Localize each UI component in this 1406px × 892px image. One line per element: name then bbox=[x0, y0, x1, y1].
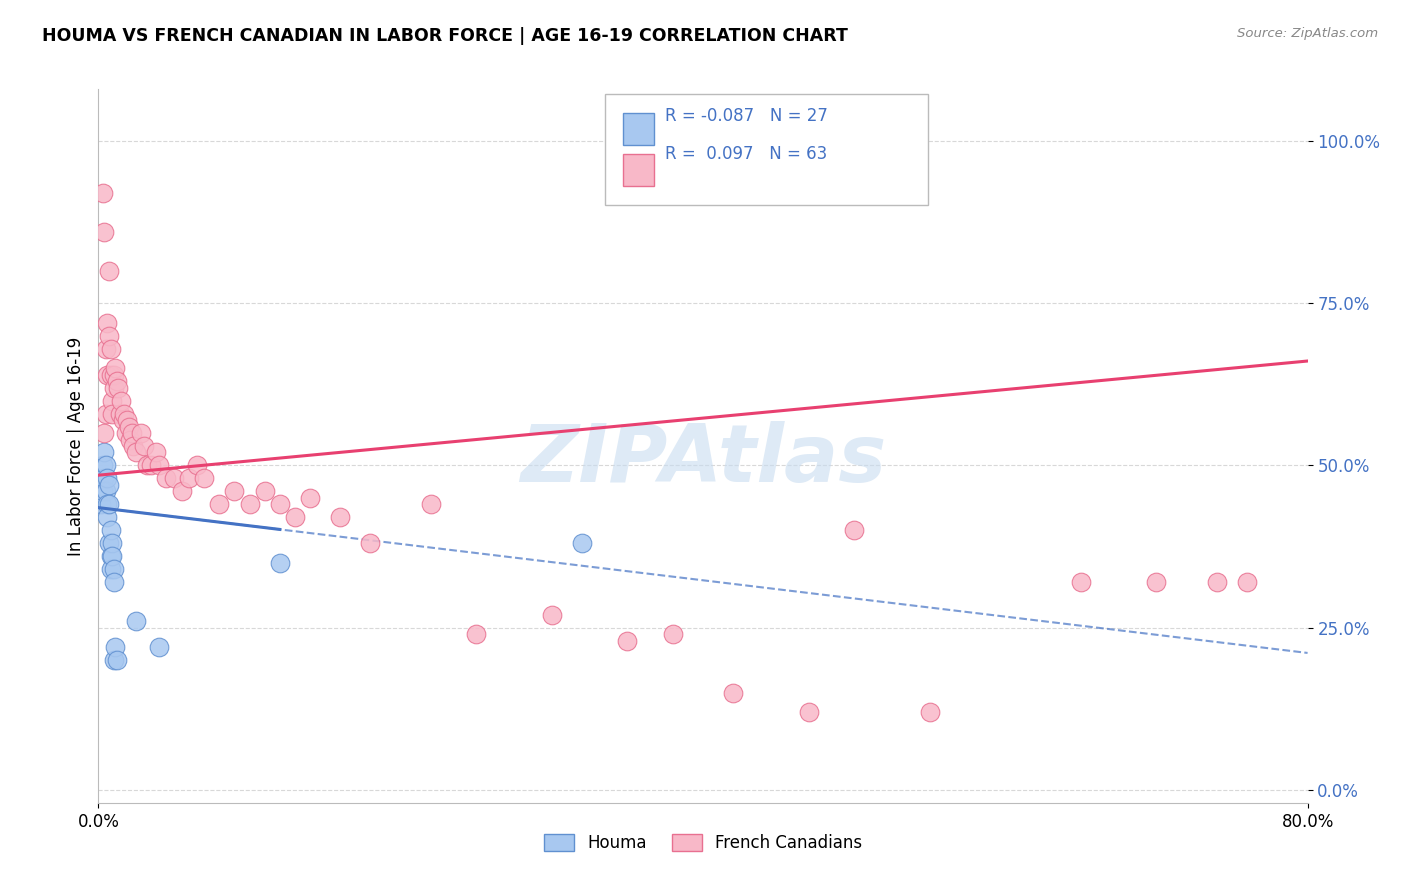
Point bbox=[844, 524, 866, 538]
Point bbox=[329, 510, 352, 524]
Point bbox=[299, 491, 322, 505]
Point bbox=[186, 458, 208, 473]
Point bbox=[114, 425, 136, 440]
Point bbox=[101, 393, 124, 408]
Point bbox=[1206, 575, 1229, 590]
Point bbox=[91, 458, 114, 473]
Point bbox=[135, 458, 157, 473]
Point bbox=[269, 497, 291, 511]
Point bbox=[112, 407, 135, 421]
Point bbox=[170, 484, 193, 499]
Point bbox=[108, 407, 131, 421]
Point bbox=[239, 497, 262, 511]
Point bbox=[100, 368, 122, 382]
Point bbox=[100, 524, 122, 538]
Point bbox=[105, 374, 128, 388]
Point bbox=[91, 186, 114, 200]
Point bbox=[723, 685, 745, 699]
Point bbox=[104, 640, 127, 654]
Point bbox=[918, 705, 941, 719]
Point bbox=[94, 342, 117, 356]
Point bbox=[132, 439, 155, 453]
Point bbox=[118, 419, 141, 434]
Point bbox=[94, 407, 117, 421]
Point bbox=[98, 328, 121, 343]
Point bbox=[129, 425, 152, 440]
Text: R = -0.087   N = 27: R = -0.087 N = 27 bbox=[665, 107, 828, 125]
Point bbox=[179, 471, 201, 485]
Point bbox=[1144, 575, 1167, 590]
Point bbox=[96, 316, 118, 330]
Point bbox=[101, 536, 124, 550]
Point bbox=[540, 607, 562, 622]
Point bbox=[101, 549, 124, 564]
Point bbox=[1070, 575, 1092, 590]
Point bbox=[125, 445, 148, 459]
Point bbox=[93, 425, 115, 440]
Point bbox=[115, 413, 138, 427]
Point bbox=[253, 484, 276, 499]
Point bbox=[360, 536, 382, 550]
Point bbox=[661, 627, 683, 641]
Point bbox=[284, 510, 307, 524]
Point bbox=[100, 549, 122, 564]
Text: ZIPAtlas: ZIPAtlas bbox=[520, 421, 886, 500]
Point bbox=[94, 484, 117, 499]
Text: Source: ZipAtlas.com: Source: ZipAtlas.com bbox=[1237, 27, 1378, 40]
Point bbox=[1236, 575, 1258, 590]
Point bbox=[96, 368, 118, 382]
Point bbox=[107, 381, 129, 395]
Point bbox=[103, 575, 125, 590]
Point bbox=[103, 653, 125, 667]
Point bbox=[120, 433, 142, 447]
Point bbox=[96, 471, 118, 485]
Point bbox=[100, 562, 122, 576]
Point bbox=[148, 458, 170, 473]
Point bbox=[125, 614, 148, 628]
Point bbox=[797, 705, 820, 719]
Point bbox=[193, 471, 215, 485]
Point bbox=[111, 413, 134, 427]
Legend: Houma, French Canadians: Houma, French Canadians bbox=[537, 827, 869, 859]
Point bbox=[110, 393, 132, 408]
Point bbox=[148, 640, 170, 654]
Point bbox=[145, 445, 167, 459]
Point bbox=[93, 225, 115, 239]
Point bbox=[91, 484, 114, 499]
Point bbox=[155, 471, 177, 485]
Point bbox=[98, 497, 121, 511]
Point bbox=[616, 633, 638, 648]
Point bbox=[93, 445, 115, 459]
Point bbox=[90, 497, 112, 511]
Point bbox=[571, 536, 593, 550]
Point bbox=[122, 439, 145, 453]
Point bbox=[100, 342, 122, 356]
Point bbox=[269, 556, 291, 570]
Point bbox=[141, 458, 163, 473]
Point bbox=[420, 497, 443, 511]
Point bbox=[103, 562, 125, 576]
Point bbox=[96, 497, 118, 511]
Point bbox=[163, 471, 186, 485]
Point bbox=[103, 368, 125, 382]
Point bbox=[121, 425, 143, 440]
Text: R =  0.097   N = 63: R = 0.097 N = 63 bbox=[665, 145, 827, 163]
Text: HOUMA VS FRENCH CANADIAN IN LABOR FORCE | AGE 16-19 CORRELATION CHART: HOUMA VS FRENCH CANADIAN IN LABOR FORCE … bbox=[42, 27, 848, 45]
Point bbox=[101, 407, 124, 421]
Point bbox=[224, 484, 246, 499]
Point bbox=[94, 458, 117, 473]
Point bbox=[105, 653, 128, 667]
Point bbox=[98, 264, 121, 278]
Y-axis label: In Labor Force | Age 16-19: In Labor Force | Age 16-19 bbox=[66, 336, 84, 556]
Point bbox=[96, 510, 118, 524]
Point bbox=[465, 627, 488, 641]
Point bbox=[93, 471, 115, 485]
Point bbox=[208, 497, 231, 511]
Point bbox=[98, 536, 121, 550]
Point bbox=[103, 381, 125, 395]
Point bbox=[98, 478, 121, 492]
Point bbox=[104, 361, 127, 376]
